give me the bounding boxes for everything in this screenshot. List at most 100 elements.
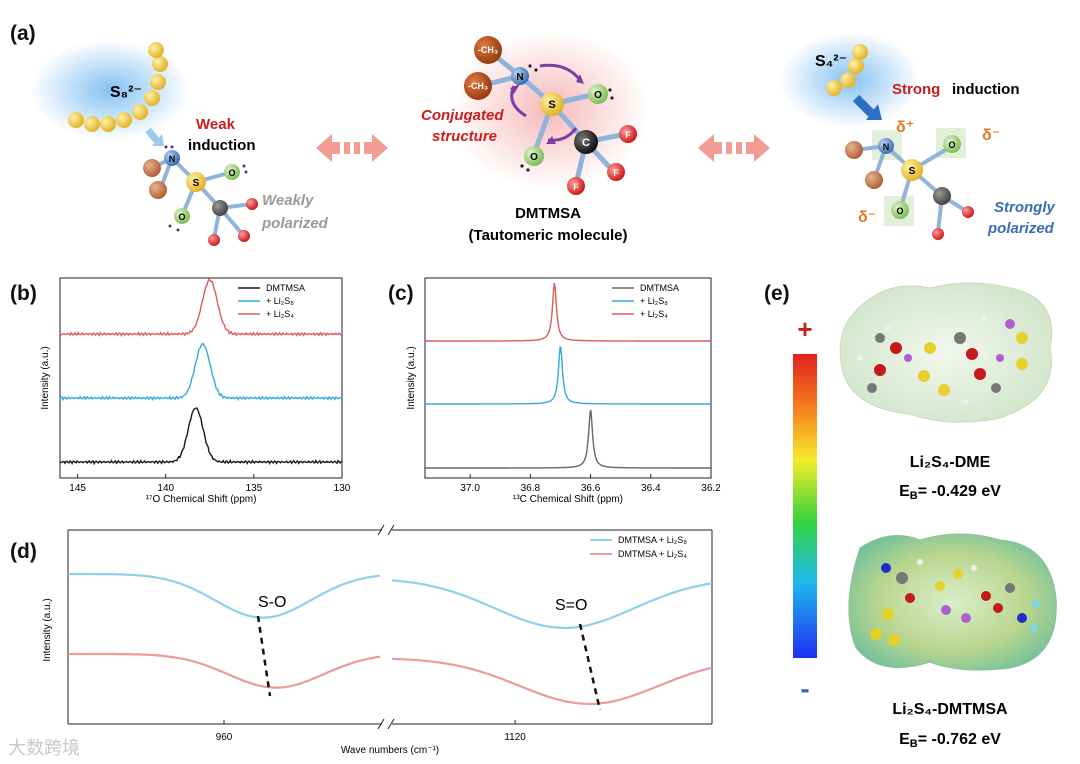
center-o-atom-2 <box>524 146 544 166</box>
strongly-label: Strongly <box>994 199 1055 216</box>
d-series-1-seg-1 <box>391 657 713 706</box>
svg-text:C: C <box>582 137 590 149</box>
d-legend-label-0: DMTMSA + Li₂S₈ <box>618 535 687 545</box>
left-o-atom-1 <box>224 164 240 180</box>
c-series-2 <box>425 282 711 342</box>
panel-label-a: (a) <box>10 22 36 45</box>
tautomeric-subtitle: (Tautomeric molecule) <box>469 227 628 244</box>
center-o-atom-1 <box>588 84 608 104</box>
weak-label: Weak <box>196 116 236 133</box>
conjugated-label: Conjugated <box>421 107 504 124</box>
weakly-label: Weakly <box>262 192 314 209</box>
b-series-2 <box>59 278 343 338</box>
b-series-1 <box>59 342 343 402</box>
left-s-atom <box>186 172 206 192</box>
dme-eb: EB= -0.429 eV <box>899 483 1001 502</box>
d-xtick-label-1: 1120 <box>504 732 526 743</box>
s8-ion-label: S₈²⁻ <box>110 84 142 101</box>
c-legend-label-2: + Li₂S₄ <box>640 309 668 319</box>
svg-text:-CH₃: -CH₃ <box>478 45 498 55</box>
d-series-1-seg-0 <box>68 652 381 689</box>
axis-break-marks <box>377 524 395 730</box>
dash-line-s-o <box>256 615 272 697</box>
ch3-ball-2 <box>464 72 492 100</box>
b-xtick-label-3: 130 <box>334 483 351 494</box>
c-xtick-label-2: 36.6 <box>581 483 601 494</box>
right-o-atom-2 <box>891 201 909 219</box>
svg-text:O: O <box>594 90 602 101</box>
annotation-s-o: S-O <box>258 594 286 611</box>
svg-text:O: O <box>896 206 903 216</box>
svg-text:S: S <box>909 166 916 177</box>
f-atom-2 <box>567 177 585 195</box>
right-s-atom <box>901 159 923 181</box>
watermark-text: 大数跨境 <box>8 738 80 758</box>
delta-plus-label: δ⁺ <box>896 119 914 136</box>
c-series-0 <box>425 409 711 469</box>
b-legend-label-0: DMTMSA <box>266 283 305 293</box>
double-arrow-left <box>316 134 388 162</box>
left-n-atom <box>164 150 180 166</box>
b-legend-label-2: + Li₂S₄ <box>266 309 294 319</box>
b-legend-label-1: + Li₂S₈ <box>266 296 294 306</box>
right-n-atom <box>878 138 894 154</box>
panel-e-esp: + - Li₂S₄-DME EB= -0.429 eV Li₂S₄-DMTMSA… <box>793 282 1057 750</box>
dmtmsa-label: Li₂S₄-DMTMSA <box>892 701 1008 718</box>
chart-b-17o-nmr: 145 140 135 130 DMTMSA + Li₂S₈ + Li₂S₄ ¹⁷O Ch… <box>40 277 351 505</box>
b-xtick-label-2: 135 <box>246 483 263 494</box>
weak-induction-label: induction <box>188 137 256 154</box>
chart-d-xlabel: Wave numbers (cm⁻¹) <box>341 745 439 756</box>
panel-label-d: (d) <box>10 540 37 563</box>
d-series-0-seg-1 <box>391 579 713 630</box>
dme-esp-surface <box>839 282 1053 423</box>
svg-text:O: O <box>228 168 235 178</box>
chart-d-ftir: 960 1120 DMTMSA + Li₂S₈ DMTMSA + Li₂S₄ S-O… <box>42 524 713 756</box>
svg-text:N: N <box>169 154 176 164</box>
structure-label: structure <box>432 128 497 145</box>
c-series-1 <box>425 346 711 405</box>
c-xtick-label-0: 37.0 <box>460 483 480 494</box>
svg-text:F: F <box>613 168 619 178</box>
panel-label-c: (c) <box>388 282 414 305</box>
svg-text:O: O <box>530 152 538 163</box>
dme-atoms <box>857 315 1028 405</box>
strong-arrow <box>852 94 876 118</box>
c-xtick-label-1: 36.8 <box>521 483 541 494</box>
s4-chain <box>826 44 868 96</box>
annotation-s-eq-o: S=O <box>555 597 587 614</box>
dash-line-s-eq-o <box>578 623 602 711</box>
dme-label: Li₂S₄-DME <box>910 454 991 471</box>
double-arrow-right <box>698 134 770 162</box>
f-atom-1 <box>619 125 637 143</box>
svg-text:-CH₃: -CH₃ <box>468 81 488 91</box>
svg-text:F: F <box>625 130 631 140</box>
s4-ion-label: S₄²⁻ <box>815 53 847 70</box>
dmtmsa-atoms <box>870 559 1040 646</box>
chart-c-13c-nmr: 37.0 36.8 36.6 36.4 36.2 DMTMSA + Li₂S₈ + Li₂S… <box>406 277 721 505</box>
svg-text:S: S <box>193 178 200 189</box>
esp-plus-label: + <box>797 314 812 344</box>
b-xtick-label-0: 145 <box>69 483 86 494</box>
chart-c-xlabel: ¹³C Chemical Shift (ppm) <box>513 494 623 505</box>
svg-text:F: F <box>573 182 579 192</box>
chart-b-xlabel: ¹⁷O Chemical Shift (ppm) <box>146 494 257 505</box>
weakly-polarized-label: polarized <box>261 215 329 232</box>
delta-minus-label-2: δ⁻ <box>858 209 876 226</box>
s8-chain <box>68 42 168 132</box>
right-o-atom-1 <box>943 135 961 153</box>
center-n-atom <box>511 67 529 85</box>
c-xtick-label-4: 36.2 <box>701 483 721 494</box>
b-series-0 <box>59 407 343 466</box>
svg-text:N: N <box>883 142 890 152</box>
esp-minus-label: - <box>800 673 809 704</box>
esp-colorbar <box>793 354 817 658</box>
ch3-ball-1 <box>474 36 502 64</box>
center-s-atom <box>540 92 564 116</box>
dmtmsa-esp-surface <box>848 533 1057 671</box>
d-legend-label-1: DMTMSA + Li₂S₄ <box>618 549 687 559</box>
strong-label: Strong <box>892 81 940 98</box>
delta-minus-label-1: δ⁻ <box>982 127 1000 144</box>
svg-text:O: O <box>178 212 185 222</box>
svg-text:N: N <box>516 72 523 83</box>
panel-label-e: (e) <box>764 282 790 305</box>
